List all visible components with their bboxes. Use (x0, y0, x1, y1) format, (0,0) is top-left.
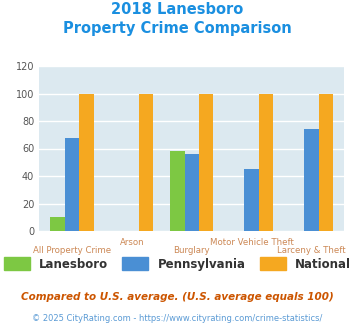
Bar (304, 129, 318, 231)
Text: Arson: Arson (120, 238, 144, 247)
Text: 2018 Lanesboro: 2018 Lanesboro (111, 2, 244, 16)
Bar (170, 151, 185, 231)
Bar (259, 93, 273, 231)
Text: Burglary: Burglary (173, 246, 210, 255)
Text: Property Crime Comparison: Property Crime Comparison (63, 21, 292, 36)
Bar (139, 93, 153, 231)
Text: Compared to U.S. average. (U.S. average equals 100): Compared to U.S. average. (U.S. average … (21, 292, 334, 302)
Text: Larceny & Theft: Larceny & Theft (277, 246, 346, 255)
Bar (79, 93, 93, 231)
Text: Motor Vehicle Theft: Motor Vehicle Theft (209, 238, 294, 247)
Bar (50, 217, 65, 231)
Bar (244, 169, 259, 231)
Legend: Lanesboro, Pennsylvania, National: Lanesboro, Pennsylvania, National (4, 257, 351, 271)
Text: All Property Crime: All Property Crime (33, 246, 111, 255)
Bar (185, 154, 199, 231)
Bar (318, 93, 333, 231)
Text: © 2025 CityRating.com - https://www.cityrating.com/crime-statistics/: © 2025 CityRating.com - https://www.city… (32, 314, 323, 323)
Bar (65, 138, 79, 231)
Bar (199, 93, 213, 231)
